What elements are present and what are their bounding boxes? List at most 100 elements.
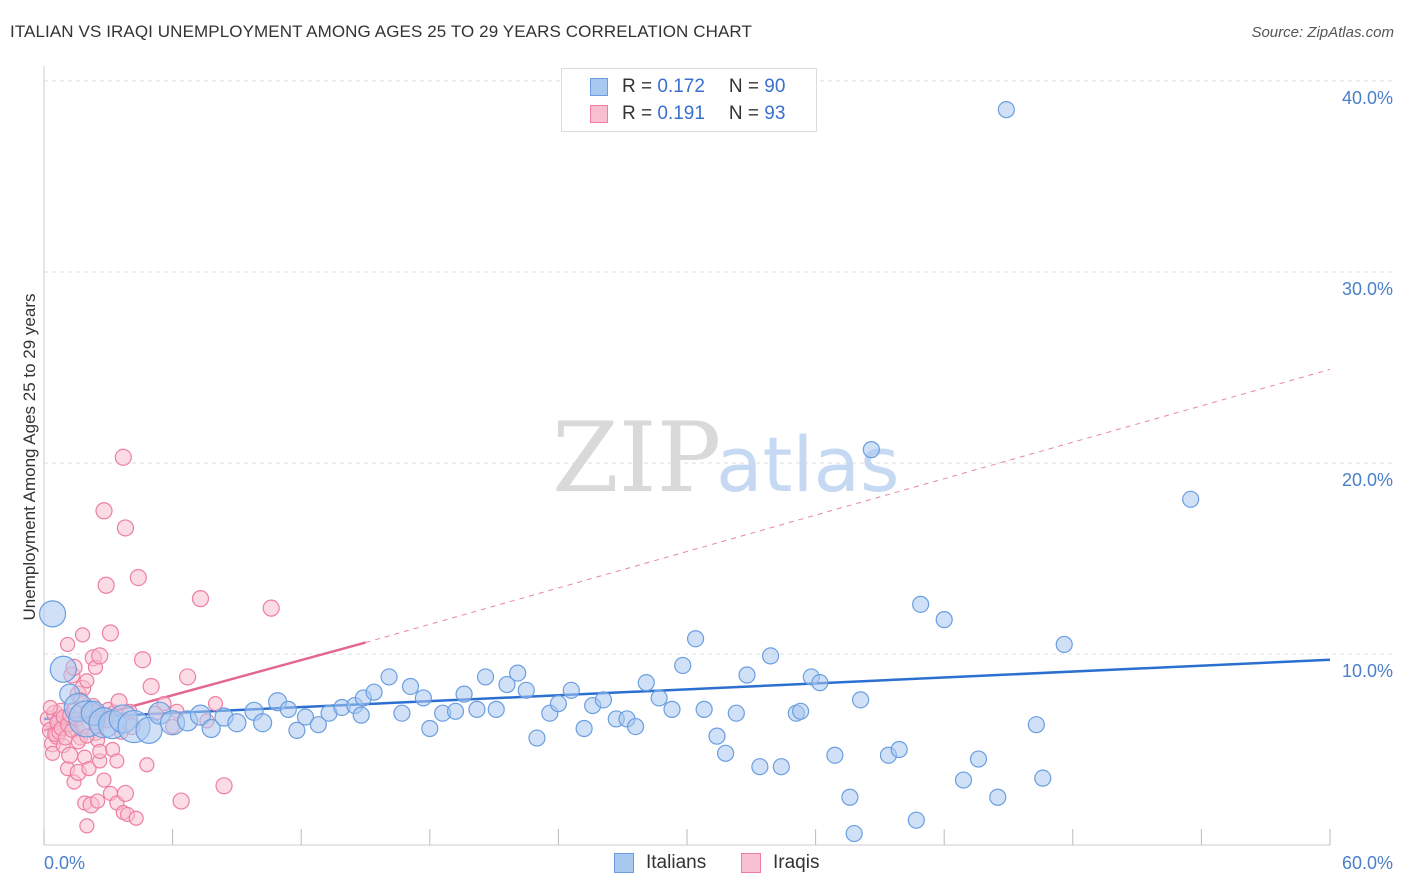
italians-points: [38, 101, 1200, 843]
italians-point-87: [1034, 769, 1052, 787]
italians-point-49: [575, 719, 593, 738]
italians-point-15: [201, 718, 221, 739]
italians-point-34: [414, 689, 432, 707]
iraqis-point-34: [89, 793, 106, 809]
italians-point-23: [296, 708, 315, 726]
italians-point-24: [309, 716, 327, 734]
italians-point-63: [727, 704, 745, 722]
grid-lines: [44, 80, 1392, 655]
italians-point-21: [279, 700, 297, 718]
italians-point-33: [401, 677, 420, 696]
iraqis-point-40: [97, 576, 115, 594]
italians-point-44: [517, 681, 535, 699]
iraqis-point-51: [116, 784, 135, 803]
iraqis-point-25: [79, 818, 95, 834]
italians-point-29: [365, 683, 383, 701]
iraqis-swatch: [590, 105, 608, 123]
italians-point-32: [393, 704, 411, 722]
italians-point-41: [487, 700, 505, 718]
italians-point-19: [253, 713, 273, 733]
source-credit: Source: ZipAtlas.com: [1251, 24, 1394, 41]
italians-point-60: [695, 700, 713, 718]
iraqis-point-67: [191, 590, 210, 608]
italians-point-72: [826, 746, 844, 764]
watermark-zip: ZIP: [552, 402, 721, 514]
italians-point-47: [549, 695, 568, 713]
iraqis-legend-swatch: [741, 853, 761, 873]
italians-point-55: [637, 674, 655, 692]
italians-point-74: [845, 824, 863, 843]
italians-point-69: [791, 702, 810, 720]
iraqis-points: [39, 448, 280, 834]
italians-point-22: [288, 721, 306, 740]
italians-point-82: [954, 771, 973, 789]
italians-point-14: [189, 704, 212, 726]
italians-point-75: [852, 691, 870, 709]
italians-point-73: [841, 788, 859, 806]
italians-swatch: [590, 78, 608, 96]
iraqis-point-65: [172, 792, 190, 810]
italians-point-67: [772, 758, 790, 776]
iraqis-trend-extension: [365, 368, 1331, 644]
iraqis-point-42: [101, 624, 120, 642]
iraqis-point-21: [74, 627, 91, 643]
iraqis-point-60: [142, 677, 160, 696]
stats-legend: R = 0.172 N = 90 R = 0.191 N = 93: [561, 68, 817, 132]
y-tick-label-0: 10.0%: [1342, 661, 1393, 681]
iraqis-point-12: [61, 746, 79, 764]
iraqis-point-39: [95, 502, 113, 520]
italians-point-83: [969, 750, 988, 768]
chart-title: ITALIAN VS IRAQI UNEMPLOYMENT AMONG AGES…: [10, 22, 752, 41]
italians-point-86: [1027, 716, 1045, 734]
italians-point-81: [935, 611, 953, 629]
italians-point-76: [862, 441, 880, 459]
y-tick-label-1: 20.0%: [1342, 470, 1393, 490]
italians-point-48: [562, 681, 580, 699]
iraqis-point-90: [92, 743, 108, 760]
italians-point-78: [890, 740, 908, 759]
iraqis-point-11: [59, 636, 76, 653]
italians-point-57: [663, 700, 681, 718]
italians-point-43: [509, 664, 527, 682]
iraqis-point-52: [116, 519, 135, 537]
italians-point-42: [498, 675, 516, 694]
iraqis-point-27: [81, 760, 97, 777]
italians-legend-label: Italians: [646, 852, 707, 873]
iraqis-point-38: [96, 772, 112, 788]
iraqis-point-56: [128, 810, 144, 826]
italians-point-38: [455, 685, 473, 703]
y-axis-label: Unemployment Among Ages 25 to 29 years: [20, 294, 39, 621]
italians-point-58: [674, 656, 692, 675]
italians-point-54: [626, 717, 645, 736]
italians-point-31: [380, 668, 398, 686]
italians-point-84: [989, 788, 1007, 806]
italians-point-65: [751, 758, 769, 776]
italians-point-40: [476, 668, 495, 686]
italians-point-89: [1182, 490, 1200, 508]
italians-point-37: [446, 702, 465, 720]
italians-point-85: [997, 101, 1015, 119]
italians-point-51: [594, 691, 613, 709]
y-tick-label-2: 30.0%: [1342, 279, 1393, 299]
italians-point-1: [49, 655, 77, 683]
italians-point-56: [650, 689, 668, 707]
legend-italians-text: R = 0.172 N = 90: [622, 76, 786, 97]
italians-legend-swatch: [614, 853, 634, 873]
italians-point-88: [1055, 635, 1073, 654]
italians-point-0: [38, 600, 67, 628]
legend-iraqis-text: R = 0.191 N = 93: [622, 103, 786, 124]
iraqis-point-71: [262, 599, 280, 617]
x-tick-label-1: 60.0%: [1342, 853, 1393, 873]
iraqis-point-58: [133, 651, 152, 669]
tick-labels: 10.0% 20.0% 30.0% 40.0% 0.0% 60.0%: [44, 88, 1393, 873]
iraqis-point-69: [207, 696, 224, 712]
italians-point-39: [468, 700, 486, 718]
iraqis-point-92: [109, 753, 125, 769]
watermark-atlas: atlas: [716, 420, 900, 509]
y-tick-label-3: 40.0%: [1342, 88, 1393, 108]
italians-point-45: [528, 729, 546, 747]
iraqis-point-59: [139, 757, 155, 773]
iraqis-point-72: [42, 699, 59, 716]
iraqis-point-3: [44, 745, 61, 761]
